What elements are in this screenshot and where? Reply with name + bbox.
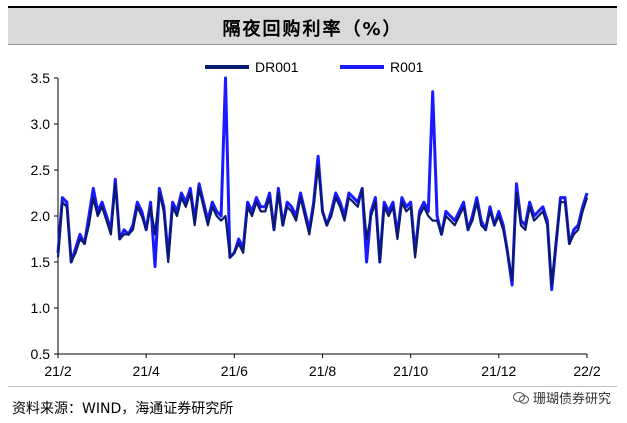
x-tick-label: 21/2 (44, 363, 71, 379)
wechat-icon (512, 391, 529, 404)
watermark-text: 珊瑚债券研究 (532, 392, 611, 407)
divider (8, 386, 617, 387)
watermark: 珊瑚债券研究 (512, 388, 611, 407)
x-tick-label: 21/12 (481, 363, 516, 379)
legend-label-r001: R001 (390, 59, 424, 75)
y-tick-label: 2.5 (31, 162, 51, 178)
chart-title-bar: 隔夜回购利率（%） (8, 6, 617, 45)
x-tick-label: 21/10 (393, 363, 428, 379)
y-tick-label: 2.0 (31, 208, 51, 224)
legend-label-dr001: DR001 (255, 59, 299, 75)
source-note: 资料来源：WIND，海通证券研究所 (12, 401, 234, 417)
chart-title: 隔夜回购利率（%） (222, 19, 403, 40)
y-tick-label: 0.5 (31, 346, 51, 362)
series-line-dr001 (56, 164, 589, 287)
x-tick-label: 21/8 (309, 363, 336, 379)
y-tick-label: 3.0 (31, 116, 51, 132)
x-tick-label: 21/6 (221, 363, 248, 379)
y-tick-label: 3.5 (31, 70, 51, 86)
y-tick-label: 1.5 (31, 254, 51, 270)
x-tick-label: 21/4 (133, 363, 160, 379)
x-tick-label: 22/2 (573, 363, 600, 379)
y-tick-label: 1.0 (31, 300, 51, 316)
